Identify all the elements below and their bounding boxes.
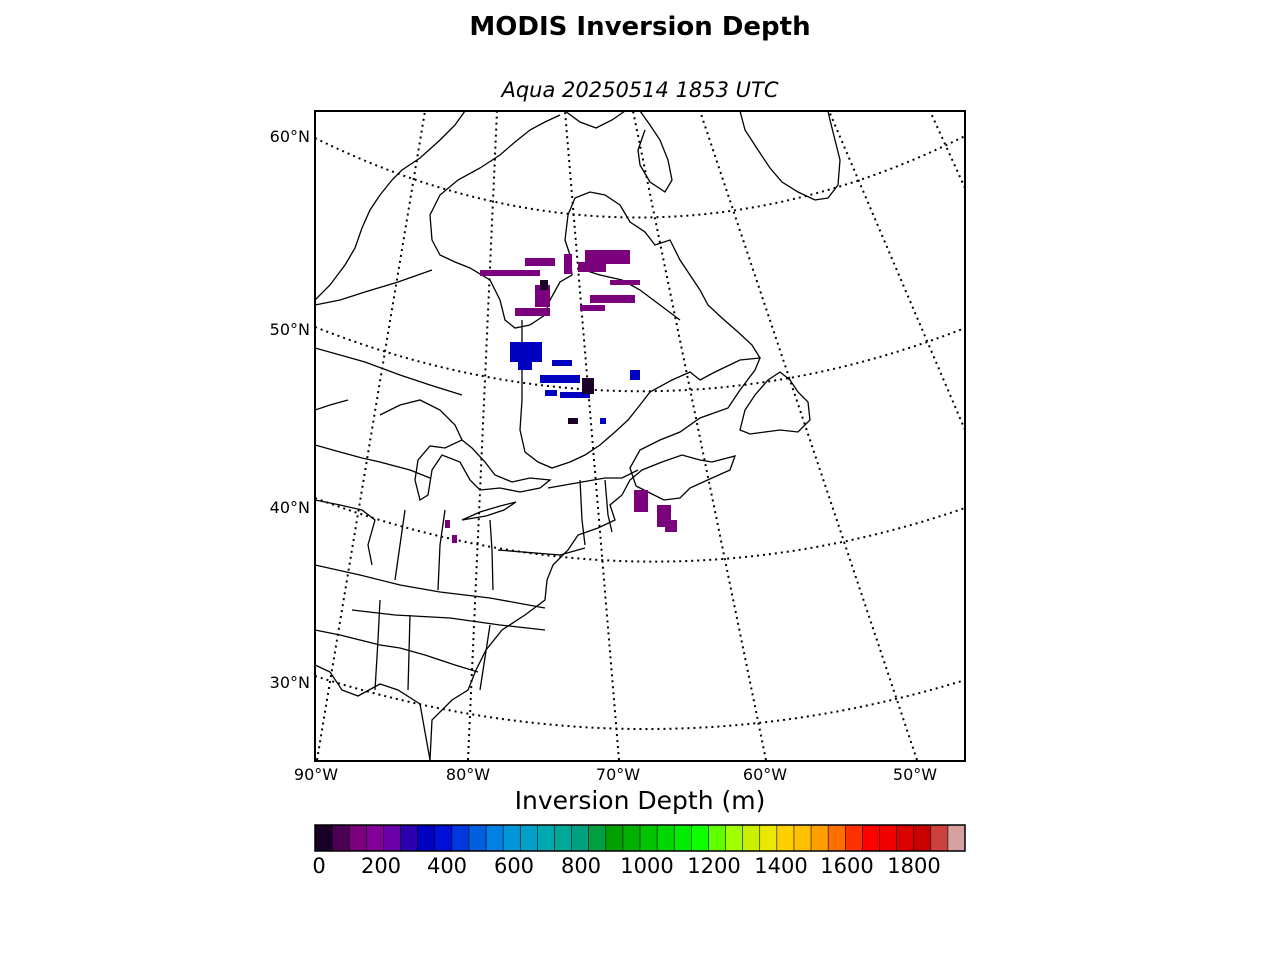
coastline-baffin	[564, 111, 673, 193]
lon-label-90w: 90°W	[293, 765, 339, 784]
colorbar-segment	[366, 825, 384, 851]
colorbar-segment	[383, 825, 402, 851]
colorbar-segment	[776, 825, 795, 851]
map-frame	[314, 110, 966, 762]
lon-label-70w: 70°W	[595, 765, 641, 784]
colorbar-segment	[537, 825, 555, 851]
colorbar-segment	[486, 825, 504, 851]
map-background	[315, 111, 965, 761]
colorbar-segment	[622, 825, 641, 851]
coastline-greenland	[739, 111, 841, 201]
colorbar-segment	[332, 825, 350, 851]
coastline-st-lawrence	[519, 357, 762, 487]
parallel-30n	[315, 675, 965, 730]
colorbar-tick-label: 600	[493, 854, 535, 878]
colorbar-segment	[691, 825, 709, 851]
depth-patch-dark	[540, 280, 594, 424]
meridian-70w	[564, 111, 620, 761]
parallel-60n	[315, 135, 965, 219]
lat-label-60n: 60°N	[269, 127, 310, 146]
colorbar-segment	[896, 825, 915, 851]
meridian-80w	[467, 111, 498, 761]
coastline-lake-erie	[461, 501, 517, 521]
colorbar-segment	[349, 825, 367, 851]
coastline-newfoundland	[739, 371, 811, 435]
colorbar-segment	[879, 825, 898, 851]
lat-label-40n: 40°N	[269, 498, 310, 517]
colorbar-segment	[725, 825, 744, 851]
colorbar-tick-label: 1600	[820, 854, 874, 878]
colorbar-tick-label: 800	[560, 854, 602, 878]
colorbar-frame	[314, 824, 966, 852]
colorbar-segment	[913, 825, 932, 851]
colorbar-segment	[417, 825, 436, 851]
colorbar-segment	[468, 825, 487, 851]
colorbar-segment	[520, 825, 538, 851]
colorbar-segment	[400, 825, 419, 851]
parallel-50n	[315, 326, 965, 393]
border-states	[315, 479, 613, 691]
colorbar-segment	[571, 825, 590, 851]
colorbar-tick-label: 1200	[687, 854, 741, 878]
depth-patch-purple	[445, 250, 677, 543]
meridian-90w	[316, 111, 426, 761]
colorbar-segment	[708, 825, 727, 851]
map-subtitle: Aqua 20250514 1853 UTC	[501, 78, 779, 102]
lon-label-80w: 80°W	[445, 765, 491, 784]
colorbar-segment	[947, 825, 966, 851]
colorbar-title: Inversion Depth (m)	[514, 786, 766, 815]
colorbar-segment	[588, 825, 607, 851]
colorbar-segment	[451, 825, 470, 851]
depth-patch-blue	[510, 342, 640, 424]
colorbar-tick-label: 1800	[887, 854, 941, 878]
border-provinces	[315, 267, 681, 411]
colorbar-segment	[759, 825, 778, 851]
colorbar-segment	[674, 825, 692, 851]
colorbar-segment	[640, 825, 658, 851]
meridian-50w	[699, 111, 918, 761]
colorbar-segment	[315, 825, 333, 851]
parallel-40n	[315, 497, 965, 563]
meridian-60w	[632, 111, 767, 761]
map-title: MODIS Inversion Depth	[469, 12, 811, 42]
coastline-labrador	[529, 191, 761, 359]
coastline-great-lakes	[379, 399, 552, 502]
coastline-hudson-west	[315, 111, 466, 301]
colorbar-segment	[434, 825, 453, 851]
colorbar-tick-label: 1400	[754, 854, 808, 878]
colorbar-segment	[605, 825, 624, 851]
colorbar-segment	[742, 825, 761, 851]
colorbar-tick-label: 1000	[620, 854, 674, 878]
colorbar-segment	[930, 825, 949, 851]
colorbar-tick-label: 0	[312, 854, 326, 878]
colorbar-tick-label: 200	[360, 854, 402, 878]
lat-label-30n: 30°N	[269, 673, 310, 692]
coastline-hudson-bay	[429, 114, 561, 329]
colorbar-segment	[793, 825, 812, 851]
meridian-40w	[828, 111, 965, 431]
colorbar-segment	[503, 825, 521, 851]
lon-label-50w: 50°W	[892, 765, 938, 784]
colorbar-segment	[657, 825, 675, 851]
colorbar	[315, 825, 966, 851]
meridian-30w	[929, 111, 965, 189]
coastline-gulf	[315, 664, 431, 761]
colorbar-segment	[811, 825, 829, 851]
colorbar-segment	[828, 825, 846, 851]
colorbar-segment	[554, 825, 573, 851]
colorbar-segment	[845, 825, 863, 851]
colorbar-tick-label: 400	[426, 854, 468, 878]
lat-label-50n: 50°N	[269, 320, 310, 339]
colorbar-segment	[862, 825, 880, 851]
inversion-depth-field	[445, 250, 677, 543]
lon-label-60w: 60°W	[742, 765, 788, 784]
